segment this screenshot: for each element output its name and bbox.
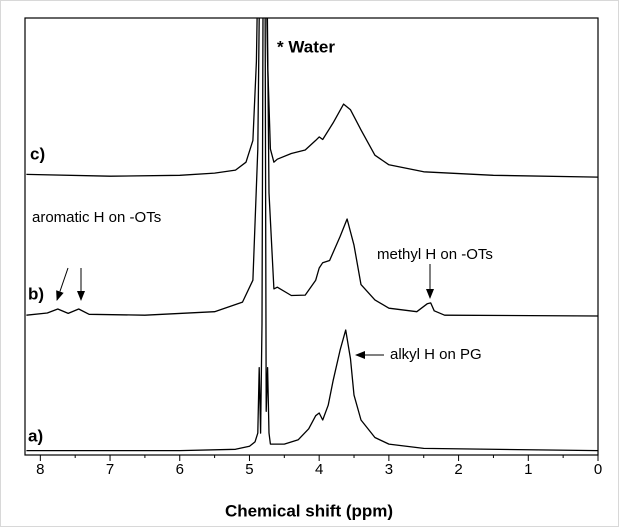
spectrum (26, 18, 598, 452)
traces (26, 18, 598, 452)
plot-frame (24, 17, 599, 456)
x-tick-label: 8 (36, 461, 44, 478)
annotation: alkyl H on PG (390, 346, 482, 363)
chart-title: * Water (277, 37, 335, 56)
series-label: c) (30, 144, 45, 163)
x-tick-label: 4 (315, 461, 323, 478)
spectrum (26, 18, 598, 317)
spectrum (26, 18, 598, 178)
x-tick-label: 0 (594, 461, 602, 478)
arrow (56, 267, 69, 301)
x-tick-label: 7 (106, 461, 114, 478)
x-axis-label: Chemical shift (ppm) (225, 501, 393, 520)
x-tick-label: 6 (176, 461, 184, 478)
x-tick-label: 2 (454, 461, 462, 478)
x-tick-label: 3 (385, 461, 393, 478)
series-label: a) (28, 426, 43, 445)
annotation: aromatic H on -OTs (32, 209, 161, 226)
x-tick-label: 1 (524, 461, 532, 478)
x-tick-label: 5 (245, 461, 253, 478)
series-label: b) (28, 284, 44, 303)
annotation: methyl H on -OTs (377, 246, 493, 263)
